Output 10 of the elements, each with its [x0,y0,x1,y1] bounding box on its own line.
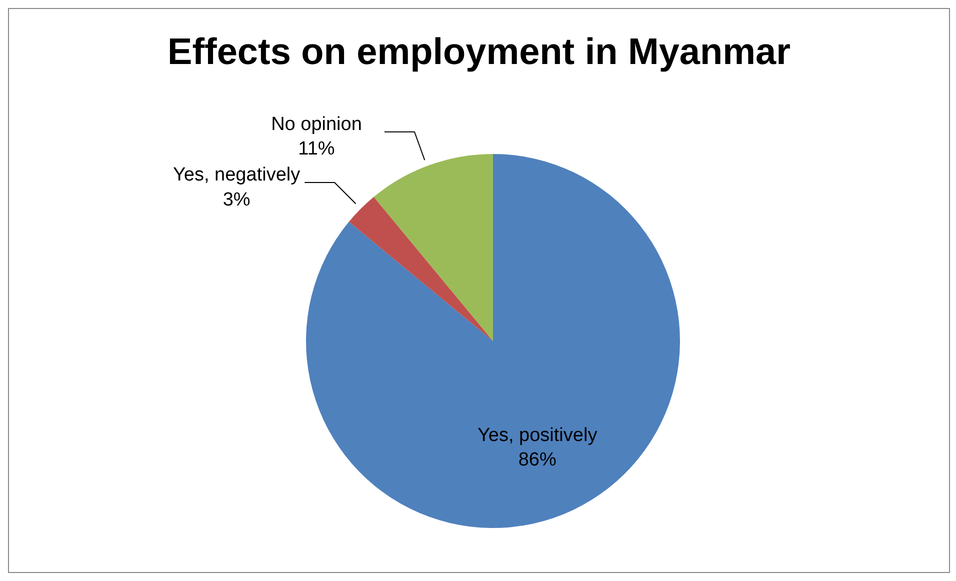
data-label: 3% [222,189,250,210]
slice-label: Yes, negatively [173,164,301,186]
data-label: 86% [518,450,556,471]
slice-label: No opinion [271,114,362,135]
slice-label: Yes, positively [478,424,598,446]
pie-slice [348,196,493,341]
pie-slice [306,154,680,528]
pie-slice [374,154,493,341]
data-label: 11% [298,138,335,160]
chart-title: Effects on employment in Myanmar [166,31,792,73]
